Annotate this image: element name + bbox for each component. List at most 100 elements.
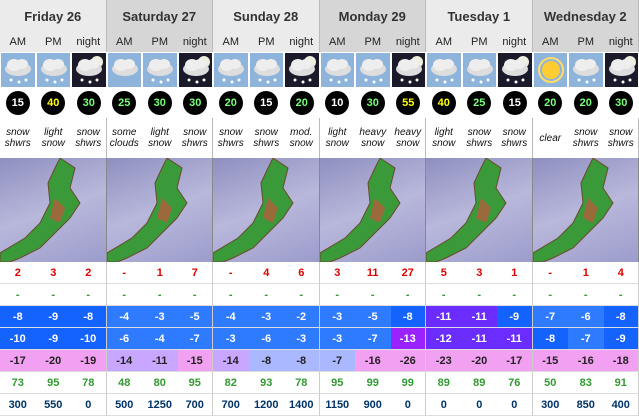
graphic (360, 59, 386, 84)
humidity-value: 95 (35, 372, 71, 394)
weather-icon (36, 53, 70, 87)
max-value: -2 (284, 306, 320, 328)
wind-speed: 15 (5, 91, 30, 115)
snow-value: - (106, 262, 142, 284)
period-label: night (284, 32, 320, 52)
snow-value: 1 (142, 262, 178, 284)
graphic (111, 59, 138, 76)
humidity-value: 73 (0, 372, 36, 394)
chill-value: -16 (568, 350, 604, 372)
summary: snow shwrs (604, 118, 639, 158)
humidity-value: 76 (497, 372, 533, 394)
max-value: -4 (213, 306, 249, 328)
map (319, 158, 426, 262)
snow-value: 3 (461, 262, 497, 284)
graphic (608, 56, 636, 84)
freezing-value: 0 (461, 394, 497, 416)
humidity-value: 78 (284, 372, 320, 394)
snow-value: 1 (568, 262, 604, 284)
freezing-value: 700 (177, 394, 213, 416)
wind-speed: 40 (41, 91, 66, 115)
wind-speed: 20 (289, 91, 314, 115)
weather-icon (391, 53, 425, 87)
graphic (40, 59, 67, 84)
period-label: night (177, 32, 213, 52)
summary: snow shwrs (572, 127, 599, 149)
snow-value: 11 (355, 262, 391, 284)
chill-value: -23 (426, 350, 462, 372)
min-value: -4 (142, 328, 178, 350)
weather-icon (214, 53, 248, 87)
chill-value: -16 (355, 350, 391, 372)
min-value: -6 (248, 328, 284, 350)
weather-icon (72, 53, 106, 87)
period-label: night (71, 32, 107, 52)
chill-value: -18 (603, 350, 639, 372)
humidity-value: 82 (213, 372, 249, 394)
summary: mod. snow (284, 118, 320, 158)
summary: snow shwrs (71, 118, 107, 158)
freezing-value: 850 (568, 394, 604, 416)
summary: snow shwrs (4, 127, 31, 149)
graphic (319, 158, 401, 262)
max-value: -11 (426, 306, 462, 328)
period-label: PM (461, 32, 497, 52)
wind-speed: 20 (538, 91, 563, 115)
graphic (431, 59, 457, 84)
period-label: AM (532, 32, 568, 52)
wind-speed: 40 (431, 91, 456, 115)
weather-icon (604, 53, 638, 87)
weather-icon (533, 53, 567, 87)
wind-speed: 25 (467, 91, 492, 115)
max-value: -8 (0, 306, 36, 328)
graphic (5, 59, 31, 84)
snow-value: 27 (390, 262, 426, 284)
freezing-value: 1200 (248, 394, 284, 416)
freezing-value: 0 (390, 394, 426, 416)
graphic (395, 56, 423, 84)
wind-speed: 10 (325, 91, 350, 115)
chill-value: -11 (142, 350, 178, 372)
freezing-value: 1400 (284, 394, 320, 416)
freezing-value: 0 (426, 394, 462, 416)
max-value: -3 (319, 306, 355, 328)
humidity-value: 95 (319, 372, 355, 394)
wind-speed: 30 (609, 91, 634, 115)
wind-speed: 25 (112, 91, 137, 115)
humidity-value: 99 (390, 372, 426, 394)
chill-value: -19 (71, 350, 107, 372)
weather-icon (356, 53, 390, 87)
graphic (182, 56, 210, 84)
min-value: -11 (497, 328, 533, 350)
min-value: -3 (213, 328, 249, 350)
humidity-value: 91 (603, 372, 639, 394)
snow-value: 4 (248, 262, 284, 284)
max-value: -8 (603, 306, 639, 328)
max-value: -5 (177, 306, 213, 328)
max-value: -9 (497, 306, 533, 328)
chill-value: -20 (461, 350, 497, 372)
snow-value: 5 (426, 262, 462, 284)
weather-icon (569, 53, 603, 87)
map (532, 158, 639, 262)
rain-value: - (248, 284, 284, 306)
max-value: -3 (248, 306, 284, 328)
day-header: Wednesday 2 (532, 0, 639, 32)
period-label: night (603, 32, 639, 52)
snow-value: 6 (284, 262, 320, 284)
rain-value: - (390, 284, 426, 306)
chill-value: -26 (390, 350, 426, 372)
snow-value: 7 (177, 262, 213, 284)
min-value: -10 (0, 328, 36, 350)
period-label: night (390, 32, 426, 52)
rain-value: - (71, 284, 107, 306)
summary: snow shwrs (466, 127, 493, 149)
wind-speed: 20 (218, 91, 243, 115)
rain-value: - (35, 284, 71, 306)
max-value: -8 (390, 306, 426, 328)
summary: light snow (325, 127, 349, 149)
min-value: -8 (532, 328, 568, 350)
graphic (573, 59, 599, 84)
summary: heavy snow (391, 118, 426, 158)
